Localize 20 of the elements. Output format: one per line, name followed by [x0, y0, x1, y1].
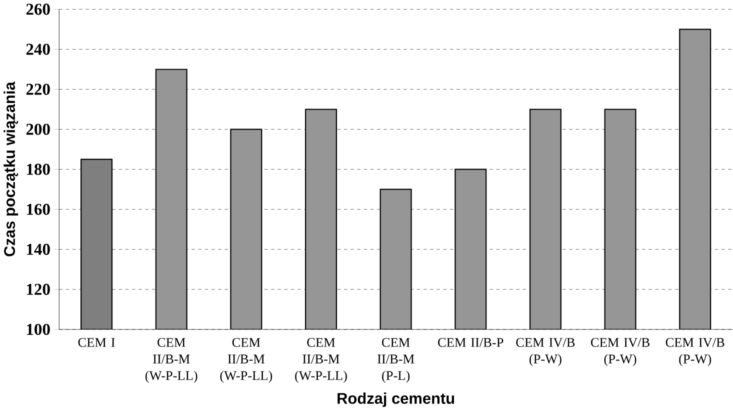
x-tick-label: CEM IV/B (P-W) [516, 338, 575, 366]
y-tick-label: 180 [27, 164, 50, 176]
x-tick-label: CEM IV/B (P-W) [591, 338, 650, 366]
x-tick-label: CEM I [78, 338, 115, 348]
x-tick-label: CEM II/B-M (W-P-LL) [220, 338, 272, 383]
x-tick-label: CEM II/B-M (W-P-LL) [145, 338, 198, 383]
y-tick-label: 160 [27, 204, 50, 216]
x-tick-label: CEM II/B-P [438, 338, 504, 348]
y-tick-label: 100 [27, 324, 50, 336]
y-axis-title: Czas początku wiązania [4, 82, 18, 256]
y-tick-label: 260 [26, 4, 50, 16]
y-tick-label: 140 [27, 244, 50, 256]
x-tick-label: CEM II/B-M (W-P-LL) [295, 338, 347, 383]
x-tick-label: CEM II/B-M (P-L) [378, 338, 414, 383]
y-tick-label: 200 [26, 124, 50, 136]
x-axis-title: Rodzaj cementu [338, 392, 454, 408]
y-tick-label: 220 [26, 84, 50, 96]
y-tick-label: 120 [27, 284, 50, 296]
y-tick-label: 240 [26, 44, 50, 56]
x-tick-label: CEM IV/B (P-W) [666, 338, 724, 366]
